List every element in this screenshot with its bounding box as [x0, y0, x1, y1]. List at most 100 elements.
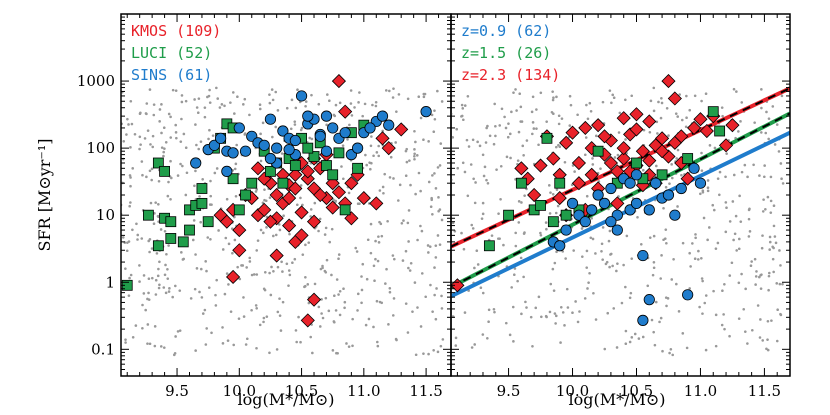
background-dot: [554, 322, 557, 325]
data-point-diamond: [597, 129, 612, 144]
background-dot: [494, 124, 497, 128]
background-dot: [519, 256, 523, 260]
background-dot: [350, 114, 354, 117]
data-point-diamond: [584, 167, 599, 182]
background-dot: [204, 343, 208, 346]
background-dot: [200, 296, 204, 299]
background-dot: [624, 329, 628, 333]
background-dot: [126, 241, 129, 244]
background-dot: [409, 183, 412, 187]
background-dot: [660, 254, 663, 257]
background-dot: [461, 161, 465, 165]
background-dot: [244, 343, 248, 346]
background-dot: [375, 299, 379, 303]
background-dot: [676, 115, 680, 118]
background-dot: [127, 294, 131, 297]
background-dot: [195, 106, 199, 109]
background-dot: [378, 189, 382, 192]
data-point-square: [184, 224, 195, 236]
background-dot: [210, 331, 213, 335]
background-dot: [760, 106, 763, 110]
background-dot: [766, 338, 769, 341]
background-dot: [759, 273, 762, 277]
background-dot: [700, 277, 704, 280]
background-dot: [360, 275, 363, 278]
background-dot: [261, 201, 265, 205]
background-dot: [772, 270, 775, 274]
background-dot: [578, 310, 581, 313]
background-dot: [481, 201, 485, 205]
data-point-square: [308, 151, 320, 162]
background-dot: [346, 138, 349, 141]
background-dot: [775, 123, 779, 126]
background-dot: [725, 152, 728, 155]
background-dot: [295, 203, 299, 207]
background-dot: [195, 267, 199, 270]
background-dot: [650, 318, 654, 322]
background-dot: [294, 106, 298, 110]
background-dot: [388, 176, 392, 179]
background-dot: [371, 103, 374, 107]
background-dot: [310, 137, 314, 141]
background-dot: [241, 264, 245, 267]
background-dot: [207, 94, 211, 98]
background-dot: [136, 233, 140, 237]
background-dot: [430, 113, 434, 117]
background-dot: [617, 131, 621, 134]
background-dot: [493, 310, 496, 314]
background-dot: [150, 167, 154, 171]
background-dot: [318, 217, 322, 221]
background-dot: [559, 305, 563, 309]
data-point-circle: [637, 314, 649, 326]
background-dot: [250, 308, 253, 312]
background-dot: [176, 330, 180, 333]
background-dot: [498, 124, 502, 127]
background-dot: [554, 211, 558, 215]
background-dot: [473, 201, 477, 205]
background-dot: [174, 131, 178, 134]
background-dot: [548, 310, 552, 314]
background-dot: [522, 275, 525, 279]
background-dot: [662, 206, 665, 210]
background-dot: [708, 226, 711, 229]
data-point-diamond: [288, 167, 303, 182]
data-point-circle: [598, 197, 611, 209]
data-point-diamond: [629, 107, 644, 122]
background-dot: [304, 243, 307, 247]
background-dot: [138, 147, 141, 151]
background-dot: [591, 157, 594, 160]
background-dot: [492, 307, 496, 311]
background-dot: [514, 244, 518, 248]
background-dot: [728, 274, 732, 277]
panel-right: 9.5 10.0 10.5 11.0 11.5 z=0.9 (62) z=1.5 (26) z…: [450, 13, 791, 400]
background-dot: [138, 135, 142, 139]
background-dot: [747, 208, 751, 212]
data-point-circle: [643, 294, 655, 306]
background-dot: [231, 251, 234, 255]
background-dot: [481, 153, 485, 157]
background-dot: [551, 192, 555, 196]
legend-entry: z=2.3 (134): [461, 66, 560, 84]
background-dot: [209, 237, 212, 241]
background-dot: [208, 203, 212, 206]
background-dot: [768, 248, 771, 251]
background-dot: [420, 229, 424, 233]
background-dot: [164, 291, 168, 295]
data-point-circle: [289, 134, 301, 147]
background-dot: [762, 198, 765, 201]
background-dot: [700, 151, 703, 155]
background-dot: [685, 116, 688, 120]
background-dot: [299, 128, 303, 132]
background-dot: [701, 279, 704, 283]
background-dot: [167, 290, 171, 293]
background-dot: [616, 153, 620, 157]
data-point-diamond: [331, 73, 346, 89]
background-dot: [440, 100, 444, 103]
background-dot: [437, 196, 440, 199]
background-dot: [184, 193, 188, 197]
background-dot: [694, 236, 697, 240]
background-dot: [131, 167, 135, 170]
background-dot: [181, 164, 184, 168]
background-dot: [699, 192, 702, 196]
background-dot: [232, 343, 236, 347]
